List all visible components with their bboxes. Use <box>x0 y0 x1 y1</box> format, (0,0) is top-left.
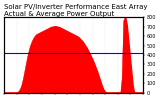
Text: Solar PV/Inverter Performance East Array Actual & Average Power Output: Solar PV/Inverter Performance East Array… <box>4 4 148 17</box>
